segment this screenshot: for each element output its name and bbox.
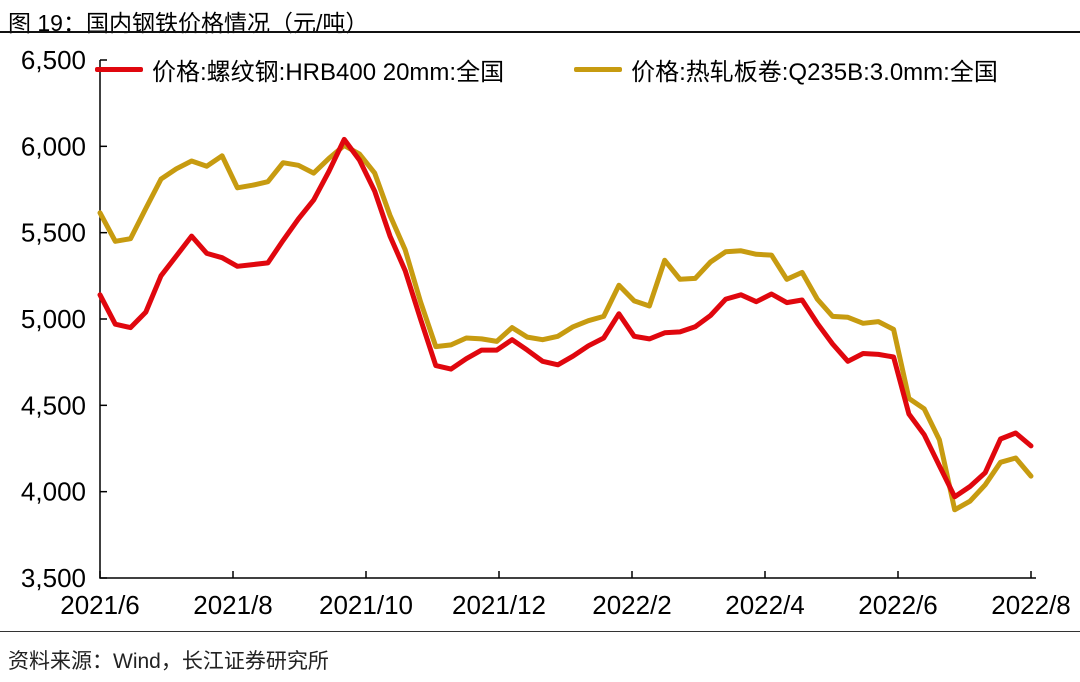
legend-label-hotrolled: 价格:热轧板卷:Q235B:3.0mm:全国 xyxy=(631,59,998,86)
x-tick-label: 2021/12 xyxy=(452,590,546,620)
x-tick-label: 2022/2 xyxy=(592,590,672,620)
legend-label-rebar: 价格:螺纹钢:HRB400 20mm:全国 xyxy=(152,59,505,86)
footer-rule xyxy=(0,631,1080,632)
title-rule xyxy=(0,31,1080,33)
chart-legend: 价格:螺纹钢:HRB400 20mm:全国 价格:热轧板卷:Q235B:3.0m… xyxy=(95,52,998,87)
x-tick-label: 2022/4 xyxy=(725,590,805,620)
y-tick-label: 5,500 xyxy=(21,218,86,248)
steel-price-chart: 价格:螺纹钢:HRB400 20mm:全国 价格:热轧板卷:Q235B:3.0m… xyxy=(0,36,1080,621)
axis-line xyxy=(99,60,1036,579)
x-axis-ticks: 2021/6 2021/8 2021/10 2021/12 2022/2 2022/4 20… xyxy=(60,571,1071,620)
y-tick-label: 4,500 xyxy=(21,390,86,420)
y-tick-label: 6,000 xyxy=(21,131,86,161)
line-chart-canvas: 6,500 6,000 5,500 5,000 4,500 4,000 3,500 2021… xyxy=(21,45,1071,620)
axes xyxy=(99,60,1036,579)
legend-item-hotrolled: 价格:热轧板卷:Q235B:3.0mm:全国 xyxy=(574,52,998,87)
legend-item-rebar: 价格:螺纹钢:HRB400 20mm:全国 xyxy=(95,52,504,87)
x-tick-label: 2021/8 xyxy=(193,590,273,620)
rebar-line-swatch xyxy=(95,67,143,72)
x-tick-label: 2021/6 xyxy=(60,590,140,620)
y-tick-label: 6,500 xyxy=(21,45,86,75)
y-tick-label: 3,500 xyxy=(21,563,86,593)
y-axis-ticks: 6,500 6,000 5,500 5,000 4,500 4,000 3,500 xyxy=(21,45,107,593)
rebar-price-line xyxy=(97,136,1034,500)
hotrolled-price-line xyxy=(97,143,1034,513)
source-note: 资料来源：Wind，长江证券研究所 xyxy=(8,650,329,673)
x-tick-label: 2021/10 xyxy=(319,590,413,620)
hotrolled-line-swatch xyxy=(574,67,623,72)
y-tick-label: 5,000 xyxy=(21,304,86,334)
x-tick-label: 2022/6 xyxy=(858,590,938,620)
y-tick-label: 4,000 xyxy=(21,477,86,507)
x-tick-label: 2022/8 xyxy=(991,590,1071,620)
